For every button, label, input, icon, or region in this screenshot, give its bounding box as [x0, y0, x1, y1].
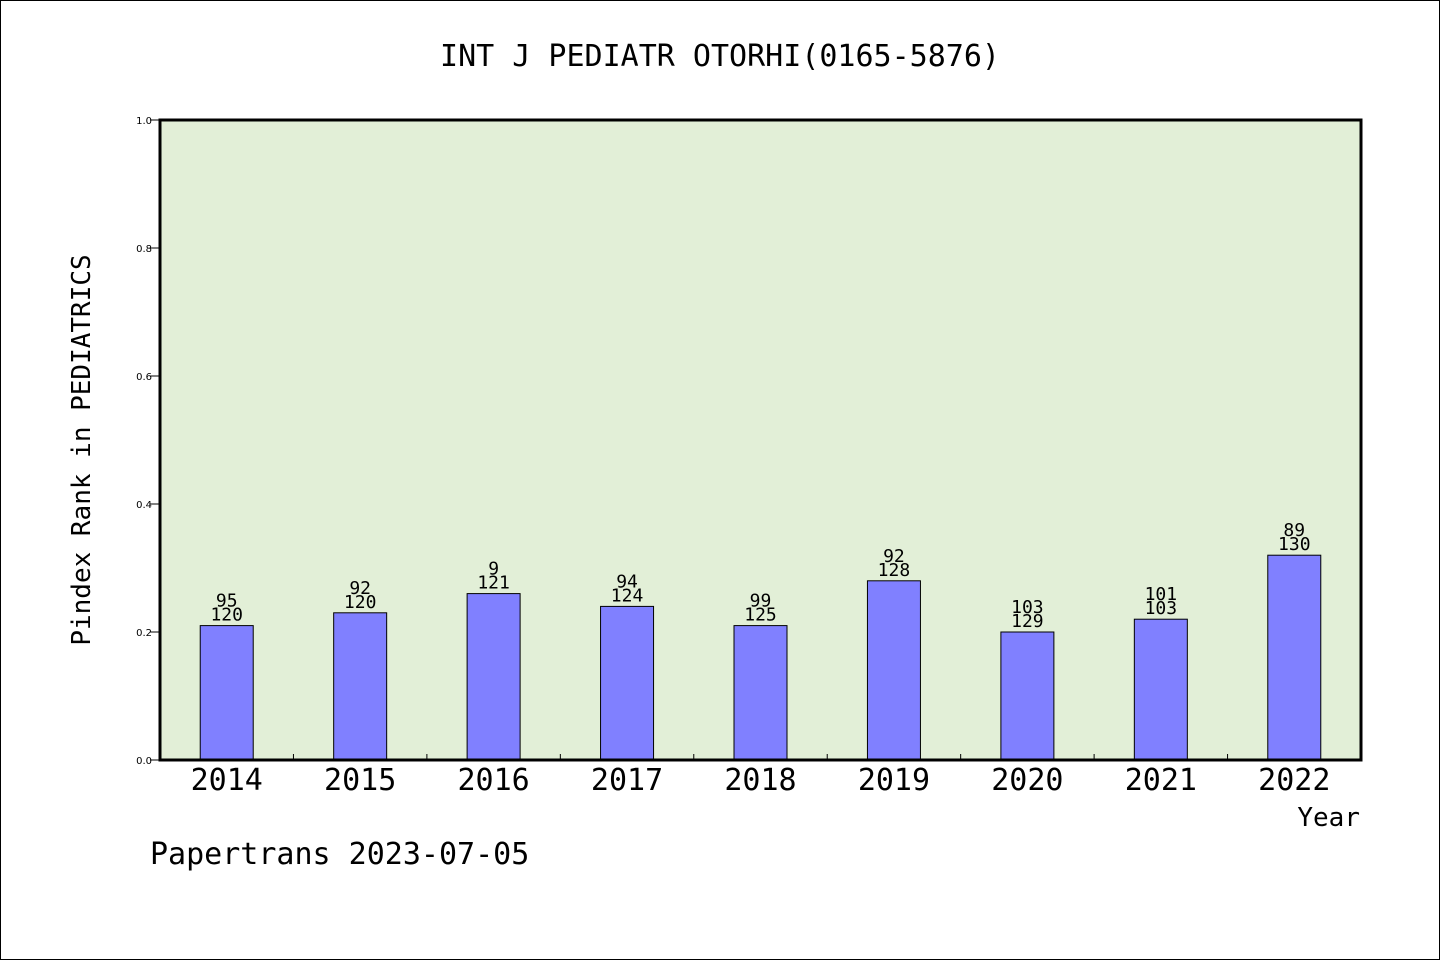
bar-rank-label: 95: [216, 591, 238, 612]
bar-total-label: 125: [744, 605, 777, 626]
bar-rank-label: 99: [750, 591, 772, 612]
bar: [733, 625, 788, 761]
bar: [199, 625, 254, 761]
bar-rank-label: 9: [488, 559, 499, 580]
bar: [1000, 631, 1055, 761]
bar-total-label: 103: [1145, 598, 1178, 619]
bar: [1133, 618, 1188, 761]
bar-rank-label: 89: [1283, 520, 1305, 541]
bar-total-label: 120: [210, 605, 243, 626]
bar-rank-label: 94: [616, 571, 638, 592]
y-tick-label: 0.2: [136, 628, 152, 639]
bar-total-label: 120: [344, 592, 377, 613]
plot-border: [158, 118, 1363, 762]
x-tick-label: 2018: [724, 763, 796, 798]
x-axis: 2014 2015 2016 2017 2018 2019 2020 2021 2022: [191, 754, 1330, 798]
bar: [466, 593, 521, 761]
x-tick-label: 2015: [324, 763, 396, 798]
chart-title: INT J PEDIATR OTORHI(0165-5876): [440, 39, 1000, 74]
bar-rank-label: 92: [349, 578, 371, 599]
bar: [333, 612, 388, 761]
bar-rank-label: 103: [1011, 597, 1044, 618]
x-tick-label: 2017: [591, 763, 663, 798]
bar: [1267, 554, 1322, 761]
y-tick-label: 0.8: [136, 244, 152, 255]
y-tick-label: 0.4: [136, 500, 152, 511]
x-tick-label: 2022: [1258, 763, 1330, 798]
bar-rank-label: 92: [883, 546, 905, 567]
y-tick-label: 0.6: [136, 372, 152, 383]
y-tick-label: 0.0: [136, 756, 152, 767]
x-tick-label: 2020: [991, 763, 1063, 798]
y-axis: 0.0 0.2 0.4 0.6 0.8 1.0: [136, 116, 160, 767]
y-axis-label: Pindex Rank in PEDIATRICS: [67, 254, 97, 645]
bar: [600, 605, 655, 761]
bar-total-label: 129: [1011, 611, 1044, 632]
bar-total-label: 130: [1278, 534, 1311, 555]
bar-total-label: 124: [611, 585, 644, 606]
x-tick-label: 2016: [457, 763, 529, 798]
bar-rank-label: 101: [1145, 584, 1178, 605]
y-tick-label: 1.0: [136, 116, 152, 127]
footer-credit: Papertrans 2023-07-05: [150, 837, 529, 872]
bar-total-label: 128: [878, 560, 911, 581]
x-tick-label: 2014: [191, 763, 263, 798]
x-tick-label: 2019: [858, 763, 930, 798]
x-tick-label: 2021: [1125, 763, 1197, 798]
bar: [866, 580, 921, 761]
x-axis-label: Year: [1297, 803, 1360, 833]
bar-total-label: 121: [477, 573, 510, 594]
